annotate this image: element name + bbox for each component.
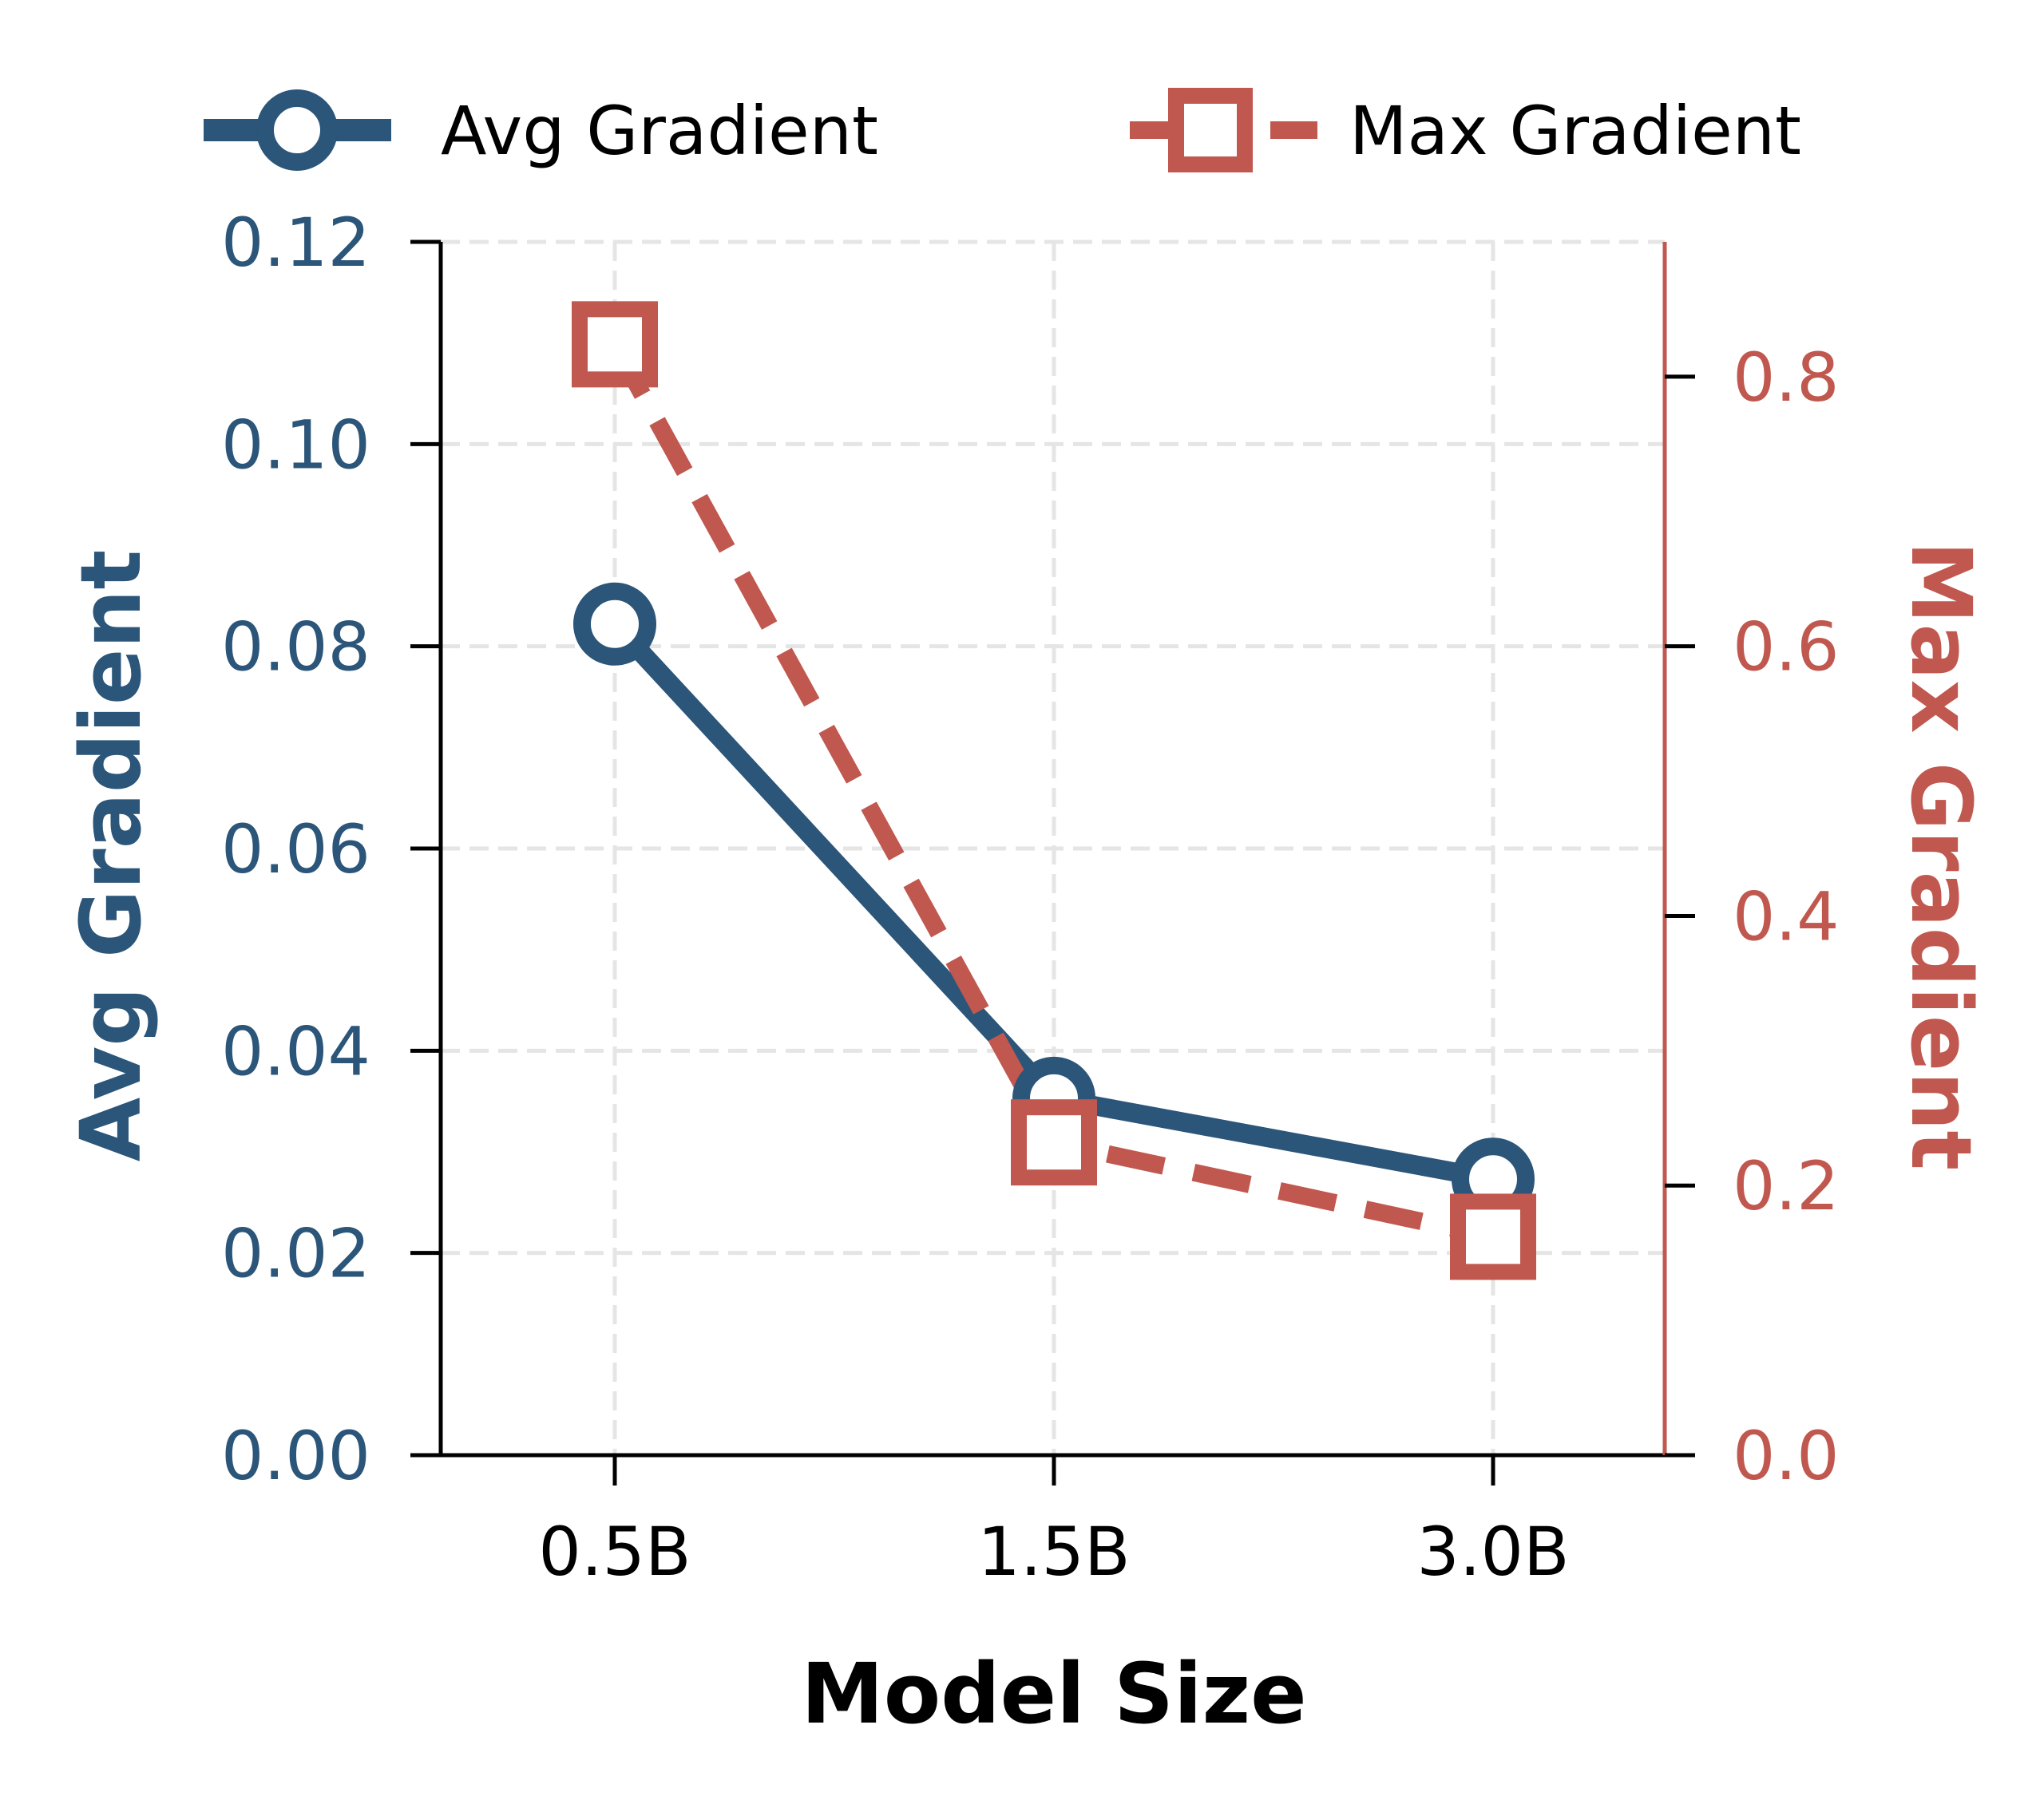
y-right-tick-label: 0.8 (1733, 338, 1840, 417)
x-axis-title: Model Size (801, 1645, 1306, 1743)
y-left-tick-label: 0.10 (221, 406, 370, 484)
y-right-tick-label: 0.2 (1733, 1147, 1840, 1225)
y-axis-right-title: Max Gradient (1892, 541, 1990, 1170)
max-gradient-point (1011, 1099, 1097, 1186)
y-left-tick-label: 0.12 (221, 204, 370, 282)
y-right-tick-label: 0.6 (1733, 608, 1840, 686)
legend: Avg Gradient Max Gradient (204, 88, 1801, 172)
y-left-tick-label: 0.04 (221, 1012, 370, 1090)
legend-item-max-gradient: Max Gradient (1130, 88, 1801, 172)
y-right-tick-label: 0.0 (1733, 1417, 1840, 1495)
avg-gradient-point (573, 582, 656, 666)
y-left-tick-label: 0.06 (221, 810, 370, 888)
y-axis-left-title: Avg Gradient (62, 550, 160, 1161)
axes: 0.00 0.02 0.04 0.06 0.08 0.10 0.12 0.0 0.2 0.4 0.6… (221, 204, 1840, 1591)
legend-label-max-gradient: Max Gradient (1349, 92, 1801, 170)
legend-item-avg-gradient: Avg Gradient (204, 89, 878, 171)
x-tick-label: 3.0B (1416, 1513, 1569, 1591)
max-gradient-point (572, 301, 658, 388)
y-left-tick-label: 0.02 (221, 1215, 370, 1293)
x-tick-label: 0.5B (538, 1513, 691, 1591)
legend-label-avg-gradient: Avg Gradient (441, 92, 878, 170)
y-left-tick-label: 0.08 (221, 608, 370, 686)
x-tick-label: 1.5B (977, 1513, 1130, 1591)
max-gradient-point (1450, 1193, 1536, 1280)
markers (572, 301, 1536, 1280)
y-right-tick-label: 0.4 (1733, 877, 1840, 955)
y-left-tick-label: 0.00 (221, 1417, 370, 1495)
